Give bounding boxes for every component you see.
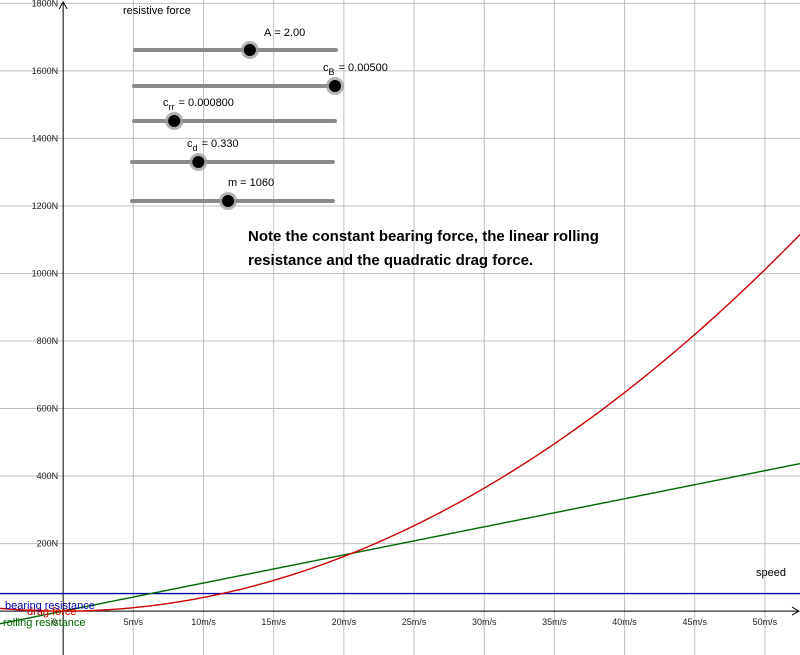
- x-tick-label: 50m/s: [753, 617, 778, 627]
- y-tick-label: 400N: [37, 471, 59, 481]
- slider-m[interactable]: m = 1060: [130, 177, 335, 210]
- slider-label: m = 1060: [228, 177, 274, 189]
- note-text-line-2: resistance and the quadratic drag force.: [248, 252, 533, 269]
- y-tick-label: 1600N: [32, 66, 59, 76]
- x-tick-label: 45m/s: [682, 617, 707, 627]
- y-axis-label: resistive force: [123, 5, 191, 17]
- y-tick-label: 1000N: [32, 268, 59, 278]
- slider-knob[interactable]: [222, 195, 235, 207]
- slider-knob[interactable]: [168, 115, 181, 127]
- y-tick-label: 1800N: [32, 0, 59, 8]
- y-tick-label: 1400N: [32, 133, 59, 143]
- rolling-resistance-curve: [0, 462, 800, 625]
- slider-panel[interactable]: A = 2.00 cB = 0.00500 crr = 0.000800 cd = 0.…: [130, 27, 388, 210]
- drag-force-curve: [0, 234, 800, 612]
- bearing-resistance-label: bearing resistance: [5, 600, 95, 612]
- x-tick-label: 5m/s: [124, 617, 144, 627]
- x-tick-label: 30m/s: [472, 617, 497, 627]
- slider-knob[interactable]: [243, 44, 256, 56]
- slider-label: A = 2.00: [264, 27, 305, 39]
- slider-knob[interactable]: [192, 156, 205, 168]
- y-tick-label: 1200N: [32, 201, 59, 211]
- slider-label: crr = 0.000800: [163, 97, 234, 112]
- x-tick-label: 10m/s: [191, 617, 216, 627]
- slider-label: cd = 0.330: [187, 138, 239, 153]
- x-axis-arrow: [791, 606, 800, 616]
- x-tick-label: 25m/s: [402, 617, 427, 627]
- series-labels: bearing resistance rolling resistancedrag…: [3, 600, 95, 629]
- x-tick-label: 15m/s: [261, 617, 286, 627]
- tick-labels: 0 5m/s 10m/s 15m/s 20m/s 25m/s 30m/s 35m/s 40m/s…: [32, 0, 778, 627]
- slider-label: cB = 0.00500: [323, 62, 388, 77]
- x-tick-label: 20m/s: [332, 617, 357, 627]
- slider-knob[interactable]: [329, 80, 341, 92]
- slider-A[interactable]: A = 2.00: [133, 27, 338, 59]
- rolling-resistance-label: rolling resistance: [3, 617, 86, 629]
- slider-cd[interactable]: cd = 0.330: [130, 138, 335, 171]
- slider-crr[interactable]: crr = 0.000800: [132, 97, 337, 130]
- y-tick-label: 600N: [37, 404, 59, 414]
- x-tick-label: 40m/s: [612, 617, 637, 627]
- x-tick-label: 0: [52, 617, 57, 627]
- y-tick-label: 200N: [37, 539, 59, 549]
- x-tick-label: 35m/s: [542, 617, 567, 627]
- note-text-line-1: Note the constant bearing force, the lin…: [248, 228, 599, 245]
- y-tick-label: 800N: [37, 336, 59, 346]
- slider-cB[interactable]: cB = 0.00500: [132, 62, 388, 95]
- y-axis-arrow: [58, 0, 68, 10]
- drag-force-label: drag force: [27, 606, 77, 618]
- chart-series: [0, 234, 800, 625]
- x-axis-label: speed: [756, 567, 786, 579]
